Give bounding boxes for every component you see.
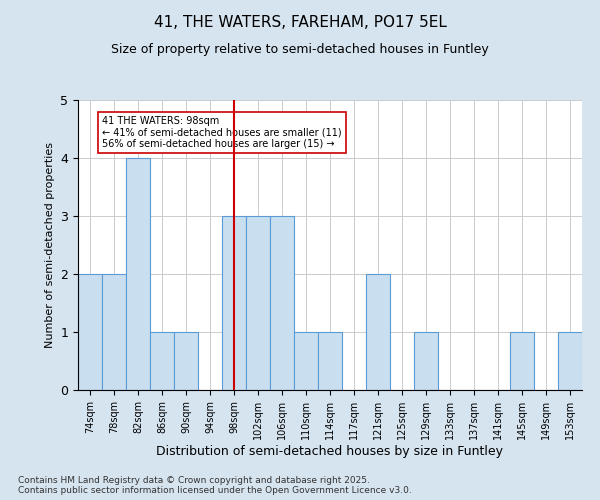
Bar xyxy=(294,332,318,390)
Bar xyxy=(78,274,102,390)
Bar xyxy=(102,274,126,390)
Bar xyxy=(558,332,582,390)
X-axis label: Distribution of semi-detached houses by size in Funtley: Distribution of semi-detached houses by … xyxy=(157,444,503,458)
Text: 41, THE WATERS, FAREHAM, PO17 5EL: 41, THE WATERS, FAREHAM, PO17 5EL xyxy=(154,15,446,30)
Bar xyxy=(150,332,174,390)
Y-axis label: Number of semi-detached properties: Number of semi-detached properties xyxy=(45,142,55,348)
Bar xyxy=(126,158,150,390)
Bar xyxy=(318,332,342,390)
Text: Contains HM Land Registry data © Crown copyright and database right 2025.
Contai: Contains HM Land Registry data © Crown c… xyxy=(18,476,412,495)
Bar xyxy=(174,332,198,390)
Text: 41 THE WATERS: 98sqm
← 41% of semi-detached houses are smaller (11)
56% of semi-: 41 THE WATERS: 98sqm ← 41% of semi-detac… xyxy=(102,116,341,150)
Bar xyxy=(246,216,270,390)
Bar xyxy=(366,274,390,390)
Bar xyxy=(222,216,246,390)
Bar xyxy=(510,332,534,390)
Text: Size of property relative to semi-detached houses in Funtley: Size of property relative to semi-detach… xyxy=(111,42,489,56)
Bar xyxy=(270,216,294,390)
Bar xyxy=(414,332,438,390)
